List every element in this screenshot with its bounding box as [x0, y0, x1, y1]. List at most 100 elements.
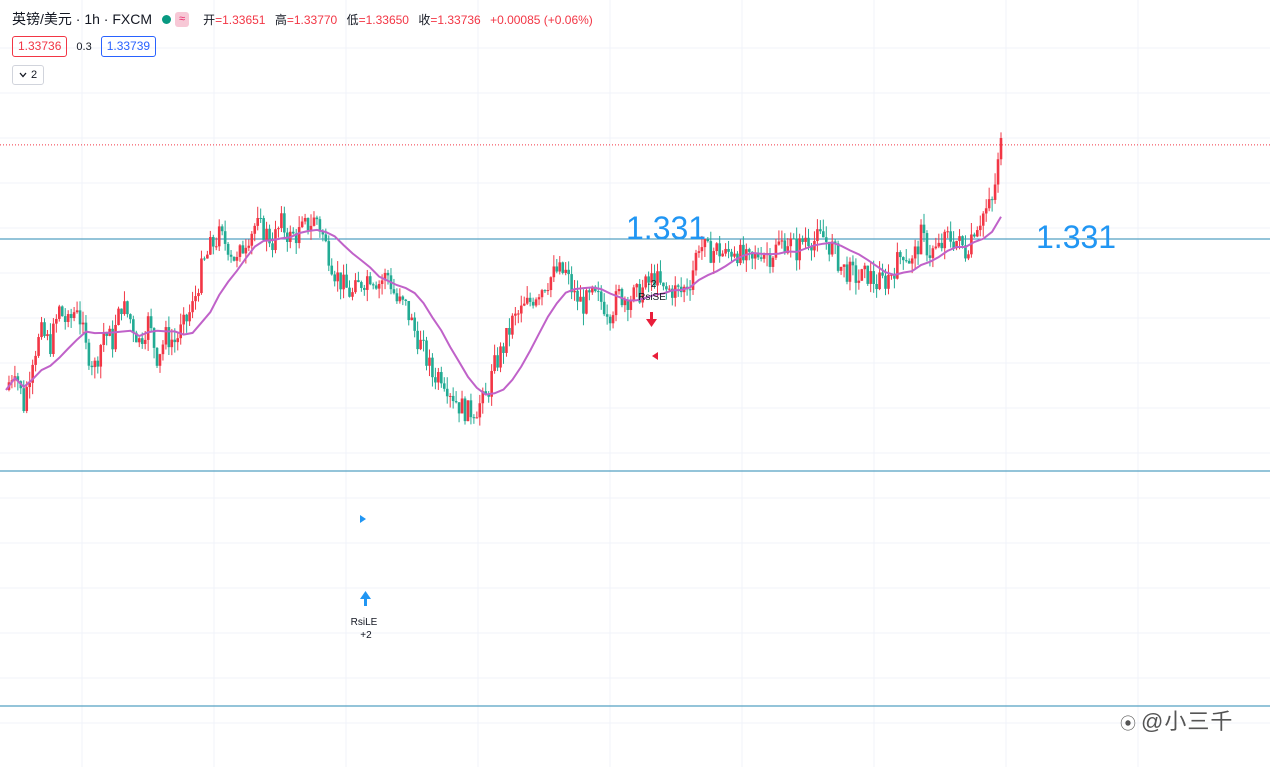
candle — [976, 226, 979, 238]
candle — [203, 256, 206, 261]
candle — [816, 219, 819, 252]
candle — [466, 400, 470, 422]
candle — [209, 230, 212, 256]
candle — [768, 248, 772, 274]
chevron-down-icon — [19, 72, 27, 78]
candle — [878, 261, 881, 291]
candle — [937, 233, 941, 249]
candle — [611, 311, 615, 329]
candle — [893, 267, 896, 289]
candle — [668, 285, 671, 292]
candle — [922, 213, 926, 242]
candle — [149, 308, 153, 332]
candle — [836, 240, 840, 273]
candle — [232, 256, 236, 262]
candle — [493, 344, 496, 374]
candle — [300, 216, 304, 229]
candle — [934, 237, 938, 250]
candle — [34, 350, 37, 372]
candle — [549, 276, 553, 298]
candle — [200, 250, 203, 295]
candle — [442, 377, 446, 392]
candle — [857, 269, 861, 290]
candle — [460, 390, 464, 414]
candle — [842, 264, 846, 278]
candle — [401, 295, 405, 306]
candle — [330, 258, 334, 276]
candle — [333, 270, 337, 287]
candle — [256, 206, 260, 231]
candle — [712, 247, 716, 275]
candle — [259, 208, 262, 223]
candle — [114, 314, 117, 353]
candle — [602, 293, 606, 317]
candle — [179, 313, 183, 345]
candle — [949, 221, 952, 248]
author-watermark: ⦿ @小三千 — [1120, 709, 1234, 734]
candle — [585, 287, 588, 315]
candle — [964, 235, 967, 262]
candle — [25, 381, 29, 414]
candle — [105, 331, 108, 346]
candle — [931, 245, 935, 268]
candle — [93, 357, 97, 379]
candle — [659, 260, 662, 285]
candle — [69, 308, 73, 328]
candle — [137, 337, 141, 348]
candle — [733, 246, 736, 259]
buy-price-button[interactable]: 1.33739 — [100, 36, 157, 57]
candle — [718, 235, 721, 263]
candle — [309, 214, 313, 240]
candle — [913, 239, 917, 270]
candle — [206, 250, 209, 259]
candle — [561, 261, 565, 275]
candle — [514, 306, 517, 326]
candle — [715, 242, 719, 255]
candle — [286, 227, 289, 252]
candle — [339, 272, 342, 300]
indicators-collapse-button[interactable]: 2 — [12, 65, 45, 85]
candle — [848, 257, 852, 291]
open-value: =1.33651 — [215, 12, 266, 27]
candle — [958, 229, 961, 250]
short-entry-marker-icon — [652, 352, 658, 360]
candle — [226, 241, 230, 261]
symbol-title[interactable]: 英镑/美元 · 1h · FXCM — [12, 11, 153, 27]
candle — [866, 265, 870, 286]
candle — [875, 274, 878, 298]
candle — [188, 304, 191, 326]
candle — [517, 310, 520, 324]
candle — [374, 281, 378, 290]
candle — [457, 402, 461, 423]
candle — [223, 220, 227, 251]
candle — [955, 240, 958, 251]
market-status-dot-icon[interactable] — [162, 14, 172, 24]
candle — [739, 239, 742, 266]
candle — [993, 173, 997, 204]
low-label: 低 — [346, 12, 359, 27]
candle — [824, 226, 828, 250]
candle — [967, 250, 970, 261]
candle — [354, 273, 357, 294]
candle — [386, 269, 390, 285]
candle — [670, 285, 674, 306]
candle — [78, 301, 82, 335]
candle — [170, 328, 174, 356]
candle — [682, 284, 686, 303]
candle — [398, 288, 402, 304]
candle — [555, 258, 559, 274]
candle — [425, 336, 428, 371]
candle — [96, 356, 100, 374]
data-delay-badge[interactable]: ≈ — [175, 11, 190, 27]
candle — [434, 367, 437, 390]
candle — [357, 271, 360, 283]
candle — [247, 239, 251, 252]
candle — [60, 305, 64, 317]
sell-price-button[interactable]: 1.33736 — [12, 36, 68, 57]
candle — [617, 284, 621, 295]
candle — [291, 227, 295, 235]
close-label: 收 — [418, 12, 431, 27]
candle — [845, 256, 849, 285]
candle — [901, 256, 905, 270]
